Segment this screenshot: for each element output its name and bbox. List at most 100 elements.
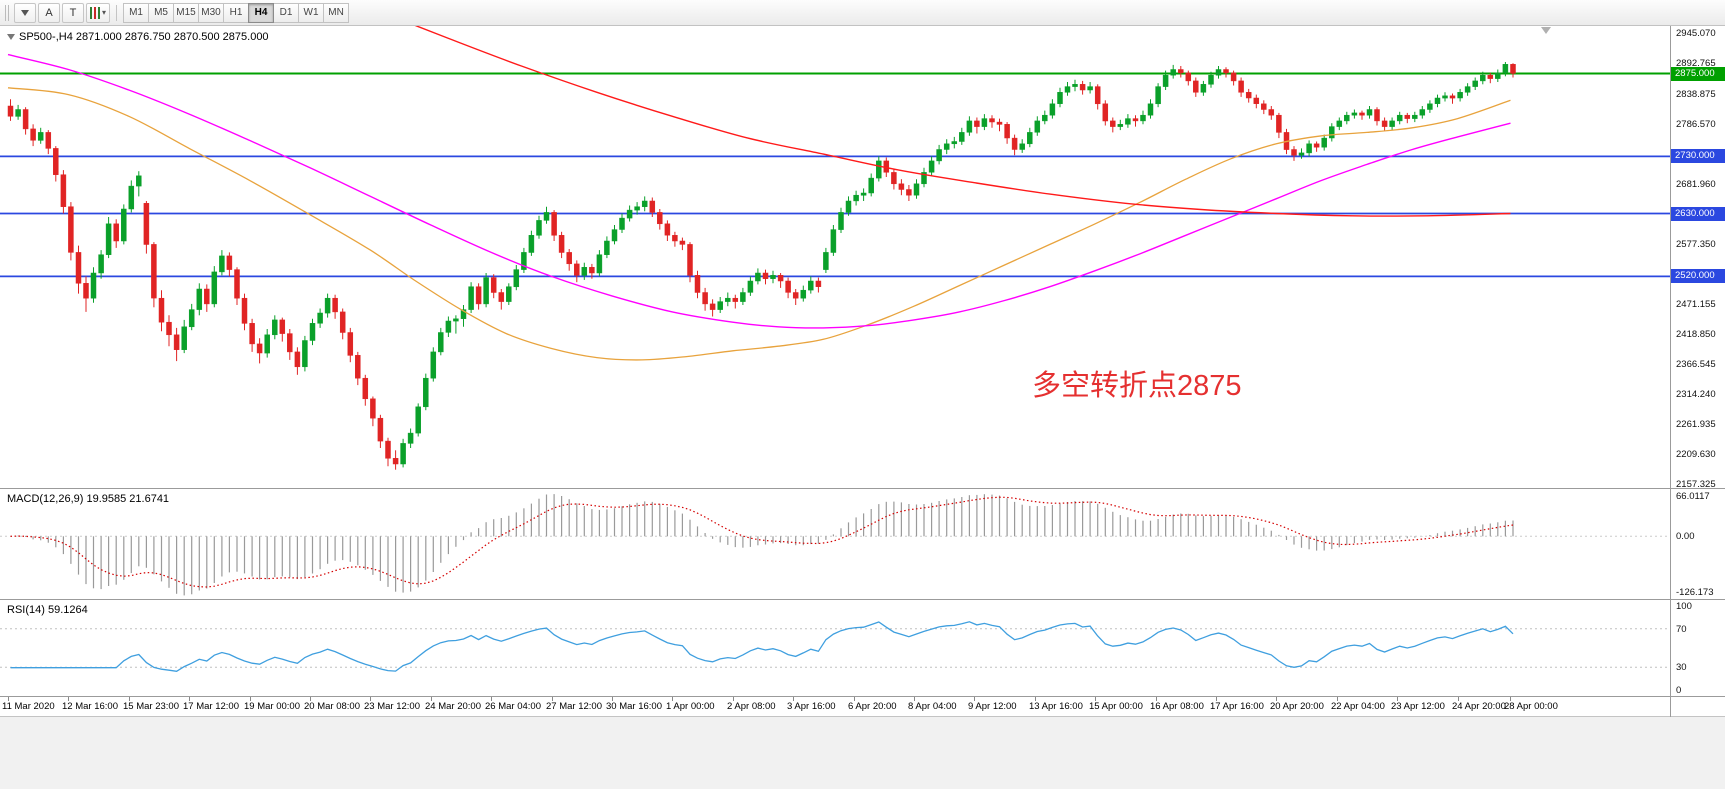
macd-axis-label: 0.00 [1676,531,1695,543]
symbol-marker-icon [7,34,15,40]
window-background [0,717,1725,789]
time-axis-label: 24 Apr 20:00 [1452,701,1506,712]
rsi-axis-label: 100 [1676,601,1692,612]
time-tick-icon [1156,697,1157,701]
price-tick-label: 2209.630 [1676,448,1716,460]
macd-canvas[interactable] [0,489,1670,599]
time-axis-label: 24 Mar 20:00 [425,701,481,712]
price-line-badge: 2630.000 [1671,206,1725,221]
rsi-axis-label: 30 [1676,662,1687,674]
time-axis-label: 17 Mar 12:00 [183,701,239,712]
time-tick-icon [310,697,311,701]
timeframe-button-w1[interactable]: W1 [298,2,325,23]
time-tick-icon [733,697,734,701]
ma-fast [7,87,1511,361]
time-axis-label: 20 Apr 20:00 [1270,701,1324,712]
time-axis-label: 17 Apr 16:00 [1210,701,1264,712]
price-tick-label: 2577.350 [1676,238,1716,250]
cursor-glyph-icon [21,9,29,16]
timeframe-button-m30[interactable]: M30 [198,2,225,23]
timeframe-button-h1[interactable]: H1 [223,2,250,23]
price-line-badge: 2730.000 [1671,149,1725,164]
rsi-canvas[interactable] [0,600,1670,696]
time-tick-icon [552,697,553,701]
main-chart-panel[interactable]: SP500-,H4 2871.000 2876.750 2870.500 287… [0,26,1725,490]
time-axis-label: 6 Apr 20:00 [848,701,897,712]
time-axis-label: 28 Apr 00:00 [1504,701,1558,712]
time-tick-icon [974,697,975,701]
time-tick-icon [1216,697,1217,701]
timeframe-button-h4[interactable]: H4 [248,2,275,23]
time-tick-icon [491,697,492,701]
timeframe-button-m5[interactable]: M5 [148,2,175,23]
moving-averages-layer [7,26,1511,361]
time-axis-label: 26 Mar 04:00 [485,701,541,712]
time-tick-icon [1276,697,1277,701]
time-tick-icon [793,697,794,701]
time-axis-label: 19 Mar 00:00 [244,701,300,712]
time-tick-icon [1337,697,1338,701]
time-tick-icon [1035,697,1036,701]
toolbar-drag-handle-icon [5,4,9,21]
text-tool-button[interactable]: T [62,2,84,23]
price-tick-label: 2261.935 [1676,419,1716,430]
rsi-indicator-label: RSI(14) 59.1264 [7,604,88,616]
time-axis-label: 3 Apr 16:00 [787,701,836,712]
toolbar-icon-group: A T ▾ [14,2,111,23]
time-axis-label: 23 Apr 12:00 [1391,701,1445,712]
price-tick-label: 2838.875 [1676,89,1716,101]
price-tick-label: 2786.570 [1676,119,1716,130]
price-tick-label: 2892.765 [1676,58,1716,70]
time-tick-icon [68,697,69,701]
time-axis-label: 16 Apr 08:00 [1150,701,1204,712]
macd-signal-line [10,496,1514,588]
chart-type-button[interactable]: ▾ [86,2,111,23]
time-tick-icon [1458,697,1459,701]
rsi-panel[interactable]: RSI(14) 59.1264 100 70 30 0 [0,600,1725,697]
time-tick-icon [189,697,190,701]
annotate-arrow-button[interactable]: A [38,2,60,23]
macd-axis-label: -126.173 [1676,587,1714,598]
time-axis[interactable]: 11 Mar 2020 12 Mar 16:00 15 Mar 23:00 17 Ma… [0,697,1725,717]
time-tick-icon [250,697,251,701]
price-tick-label: 2314.240 [1676,389,1716,401]
price-tick-label: 2681.960 [1676,178,1716,190]
price-tick-label: 2366.545 [1676,359,1716,371]
macd-axis-label: 66.0117 [1676,491,1710,502]
price-tick-label: 2157.325 [1676,478,1716,490]
time-axis-label: 12 Mar 16:00 [62,701,118,712]
time-axis-label: 15 Mar 23:00 [123,701,179,712]
macd-indicator-label: MACD(12,26,9) 19.9585 21.6741 [7,493,170,505]
time-tick-icon [129,697,130,701]
time-axis-label: 23 Mar 12:00 [364,701,420,712]
time-tick-icon [8,697,9,701]
rsi-axis-label: 70 [1676,623,1687,635]
cursor-tool-button[interactable] [14,2,36,23]
timeframe-button-d1[interactable]: D1 [273,2,300,23]
macd-panel[interactable]: MACD(12,26,9) 19.9585 21.6741 66.0117 0.0… [0,489,1725,600]
timeframe-button-m1[interactable]: M1 [123,2,150,23]
price-tick-label: 2418.850 [1676,329,1716,341]
timeframe-button-m15[interactable]: M15 [173,2,200,23]
macd-histogram-layer [17,494,1514,596]
chart-shift-marker-icon[interactable] [1541,27,1551,34]
time-axis-label: 15 Apr 00:00 [1089,701,1143,712]
price-tick-label: 2471.155 [1676,299,1716,311]
time-tick-icon [1510,697,1511,701]
ma-mid [7,53,1511,329]
symbol-ohlc-text: SP500-,H4 2871.000 2876.750 2870.500 287… [19,31,269,43]
main-chart-canvas[interactable] [0,26,1670,488]
price-axis-separator [1670,26,1671,717]
rsi-line [10,621,1514,672]
candlestick-glyph-icon [90,6,100,19]
time-tick-icon [370,697,371,701]
timeframe-button-mn[interactable]: MN [323,2,350,23]
ma-slow [414,26,1511,217]
toolbar-separator [116,4,118,21]
time-tick-icon [1095,697,1096,701]
chart-annotation-text[interactable]: 多空转折点2875 [1032,370,1242,402]
time-axis-label: 20 Mar 08:00 [304,701,360,712]
candles-layer [7,62,1516,470]
dropdown-arrow-icon: ▾ [102,8,107,17]
